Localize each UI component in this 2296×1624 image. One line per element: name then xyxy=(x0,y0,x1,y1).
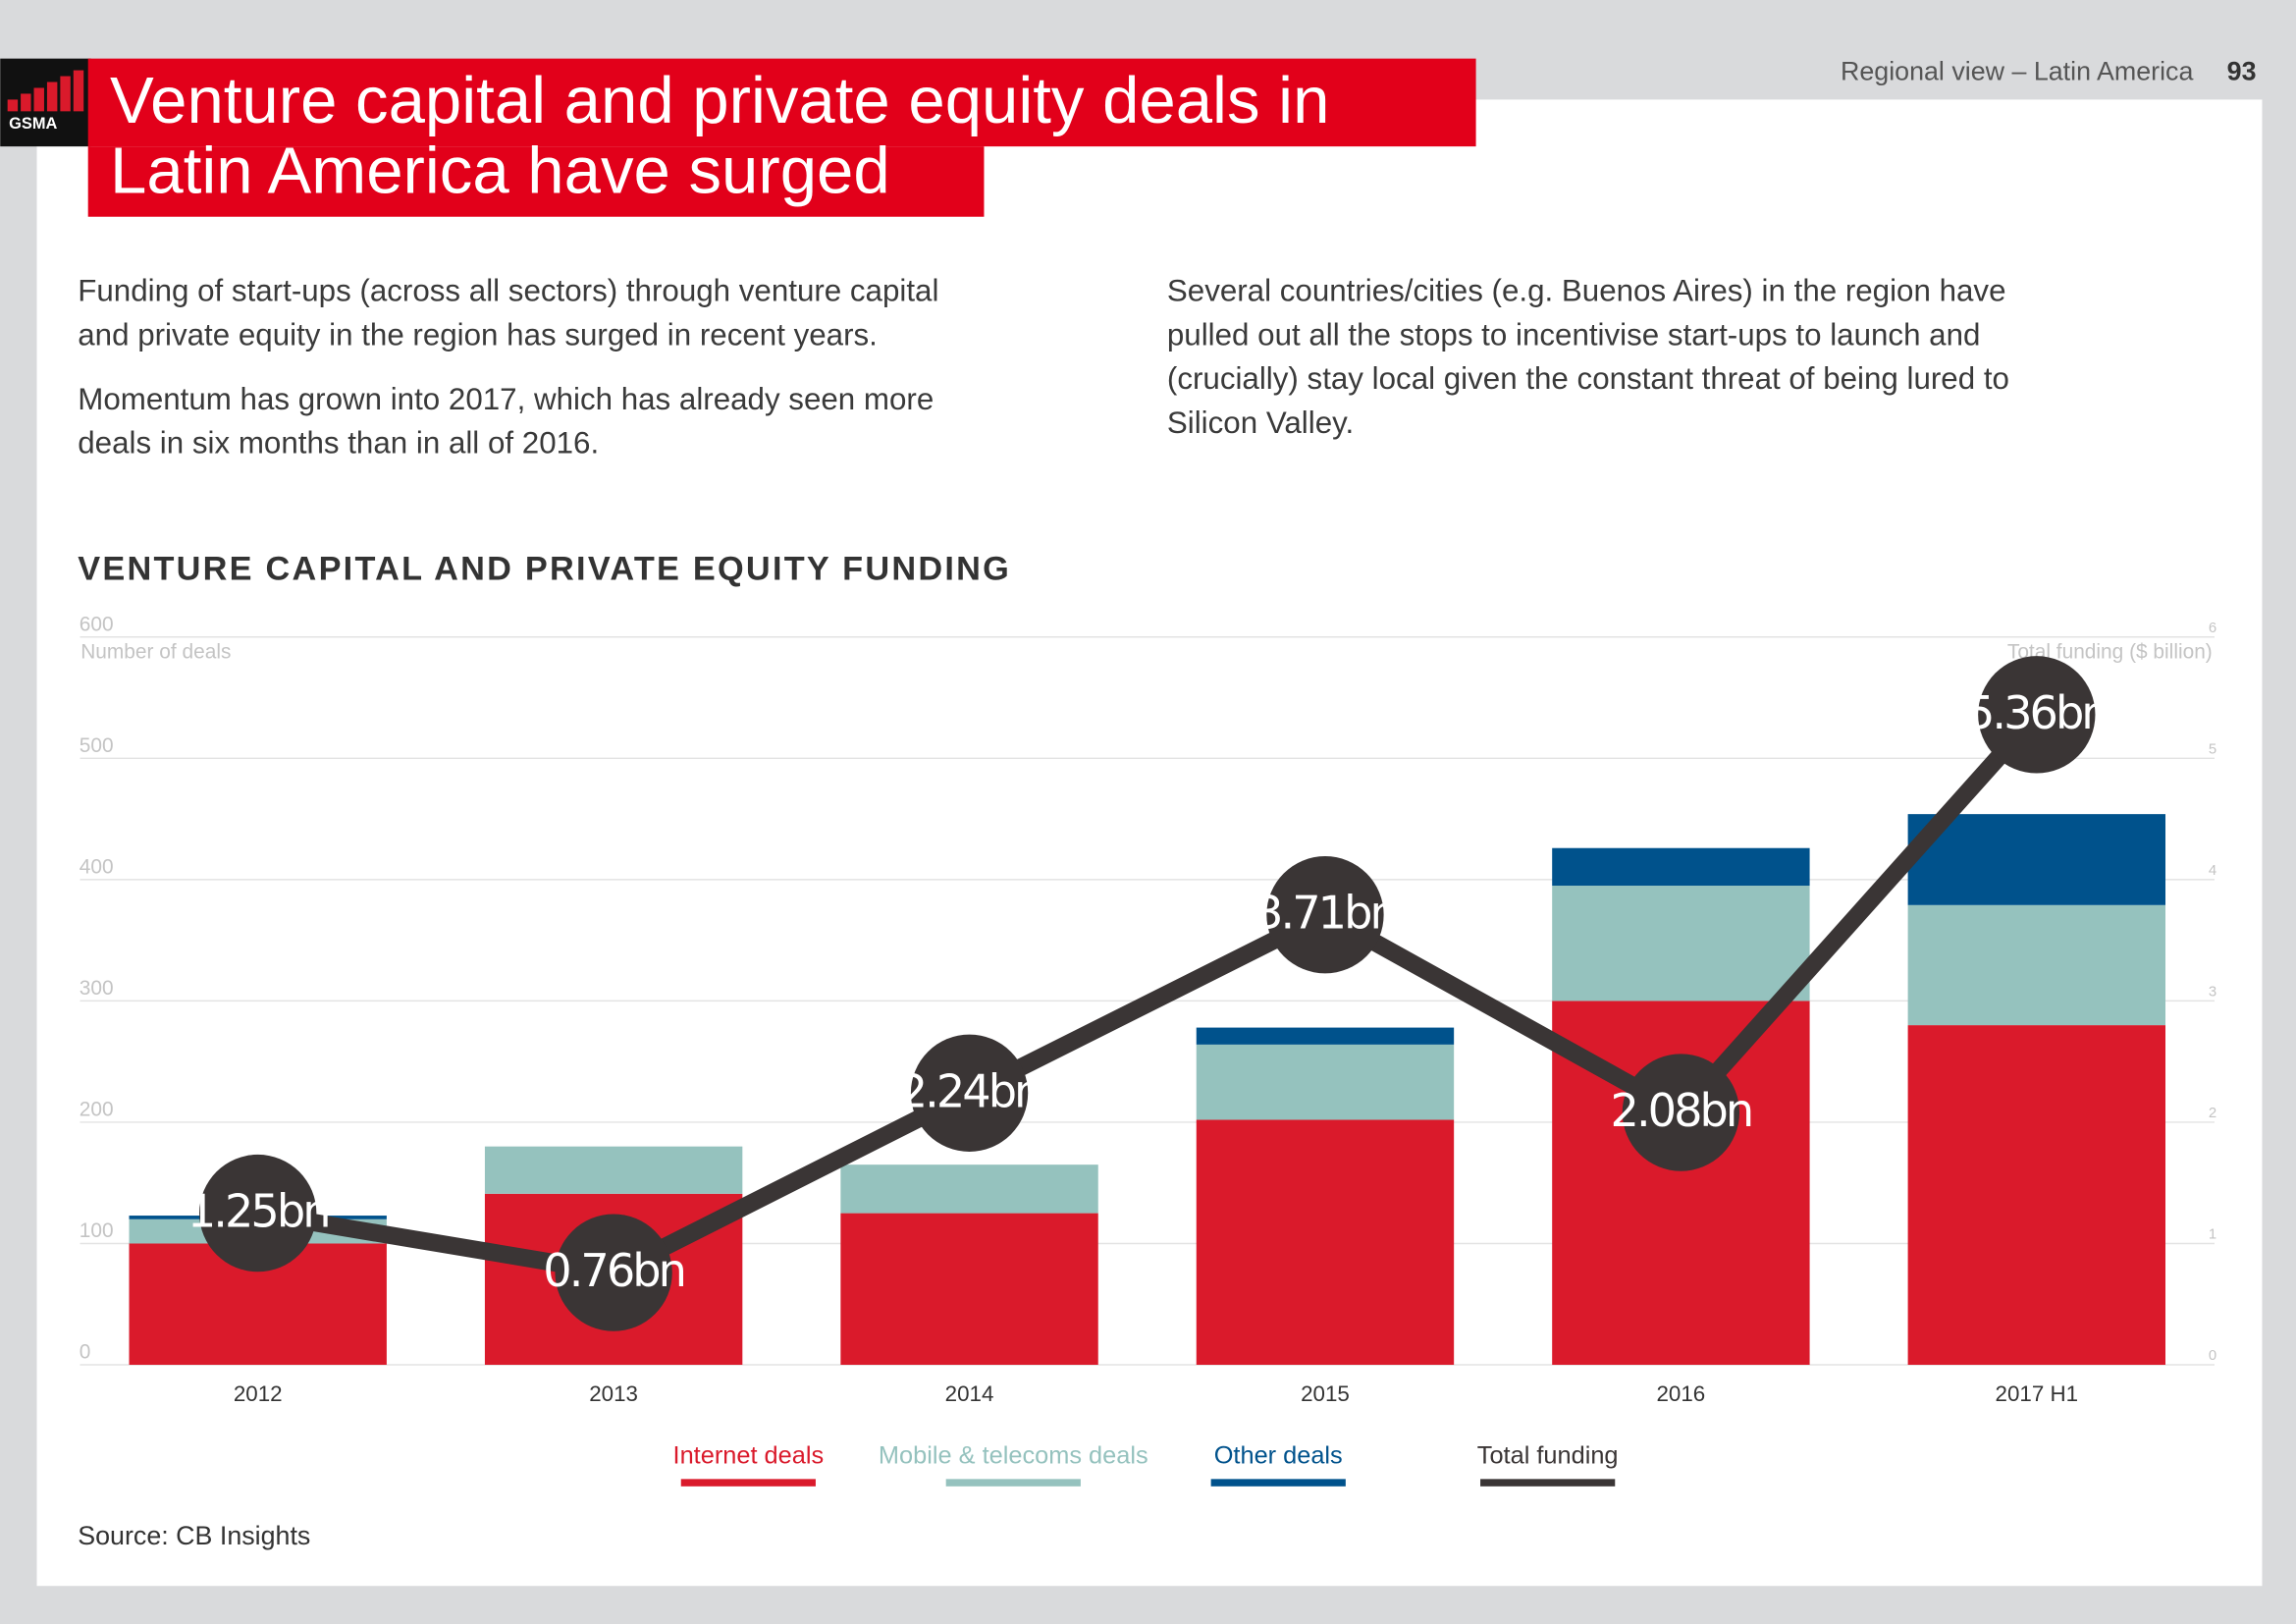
legend-label: Mobile & telecoms deals xyxy=(879,1442,1148,1470)
logo-text: GSMA xyxy=(9,115,57,133)
page-title: Latin America have surged xyxy=(110,135,890,208)
y2-tick-label: 6 xyxy=(2209,621,2216,636)
bar xyxy=(1907,904,2165,1026)
data-label: 2.08bn xyxy=(1611,1084,1752,1137)
x-tick-label: 2016 xyxy=(1657,1381,1706,1406)
data-label: 1.25bn xyxy=(187,1185,329,1238)
title-box xyxy=(87,58,1476,147)
paragraph-line: Silicon Valley. xyxy=(1167,406,1354,440)
source: Source: CB Insights xyxy=(78,1521,310,1550)
data-label: 3.71bn xyxy=(1255,887,1396,940)
title-box xyxy=(87,146,985,217)
x-tick-label: 2012 xyxy=(234,1381,283,1406)
data-point xyxy=(555,1214,672,1331)
bar xyxy=(1552,847,1810,887)
legend-label: Other deals xyxy=(1214,1442,1343,1470)
data-label: 5.36bn xyxy=(1966,686,2108,739)
y-tick-label: 100 xyxy=(80,1219,114,1242)
paragraph-line: and private equity in the region has sur… xyxy=(78,317,878,352)
data-label: 2.24bn xyxy=(899,1064,1041,1117)
legend-swatch xyxy=(1480,1479,1616,1487)
y-tick-label: 600 xyxy=(80,613,114,635)
x-tick-label: 2013 xyxy=(589,1381,638,1406)
paragraph-line: deals in six months than in all of 2016. xyxy=(78,426,599,460)
data-point xyxy=(1622,1054,1740,1171)
y2-axis-label: Total funding ($ billion) xyxy=(2007,641,2213,664)
content-panel xyxy=(36,99,2263,1587)
data-point xyxy=(1266,856,1384,974)
bar xyxy=(1907,814,2165,905)
data-point xyxy=(1978,656,2096,774)
y2-tick-label: 3 xyxy=(2209,984,2216,1000)
logo-bars xyxy=(7,70,84,112)
page-title: Venture capital and private equity deals… xyxy=(110,64,1329,137)
y-tick-label: 0 xyxy=(80,1341,91,1364)
x-tick-label: 2017 H1 xyxy=(1996,1381,2079,1406)
bar xyxy=(1907,1025,2165,1366)
data-label: 0.76bn xyxy=(543,1244,684,1297)
y2-tick-label: 5 xyxy=(2209,741,2216,757)
page-number: 93 xyxy=(2227,57,2257,86)
bar xyxy=(484,1146,743,1194)
legend-swatch xyxy=(680,1479,816,1487)
paragraph-line: (crucially) stay local given the constan… xyxy=(1167,361,2009,396)
paragraph-line: Several countries/cities (e.g. Buenos Ai… xyxy=(1167,274,2006,308)
y2-tick-label: 0 xyxy=(2209,1348,2216,1364)
bar xyxy=(1196,1119,1455,1366)
data-point xyxy=(910,1034,1029,1152)
paragraph-line: Funding of start-ups (across all sectors… xyxy=(78,274,938,308)
bar xyxy=(1196,1044,1455,1120)
y2-tick-label: 4 xyxy=(2209,863,2216,879)
paragraph-line: Momentum has grown into 2017, which has … xyxy=(78,382,934,416)
x-tick-label: 2015 xyxy=(1301,1381,1350,1406)
bar xyxy=(840,1164,1098,1214)
paragraph-line: pulled out all the stops to incentivise … xyxy=(1167,317,1981,352)
y-tick-label: 300 xyxy=(80,977,114,1000)
bar xyxy=(1552,886,1810,1001)
y-axis-label: Number of deals xyxy=(80,641,231,664)
y2-tick-label: 1 xyxy=(2209,1226,2216,1242)
bar xyxy=(1196,1027,1455,1045)
legend-swatch xyxy=(1210,1479,1346,1487)
x-tick-label: 2014 xyxy=(945,1381,994,1406)
y-tick-label: 500 xyxy=(80,734,114,757)
bar xyxy=(840,1213,1098,1366)
legend-swatch xyxy=(945,1479,1081,1487)
section-name: Regional view – Latin America xyxy=(1841,57,2193,86)
legend-label: Internet deals xyxy=(673,1442,825,1470)
y2-tick-label: 2 xyxy=(2209,1106,2216,1121)
legend-label: Total funding xyxy=(1477,1442,1619,1470)
y-tick-label: 400 xyxy=(80,855,114,878)
line xyxy=(256,708,2044,1282)
chart-title: VENTURE CAPITAL AND PRIVATE EQUITY FUNDI… xyxy=(78,551,1011,588)
data-point xyxy=(199,1154,317,1272)
y-tick-label: 200 xyxy=(80,1099,114,1121)
